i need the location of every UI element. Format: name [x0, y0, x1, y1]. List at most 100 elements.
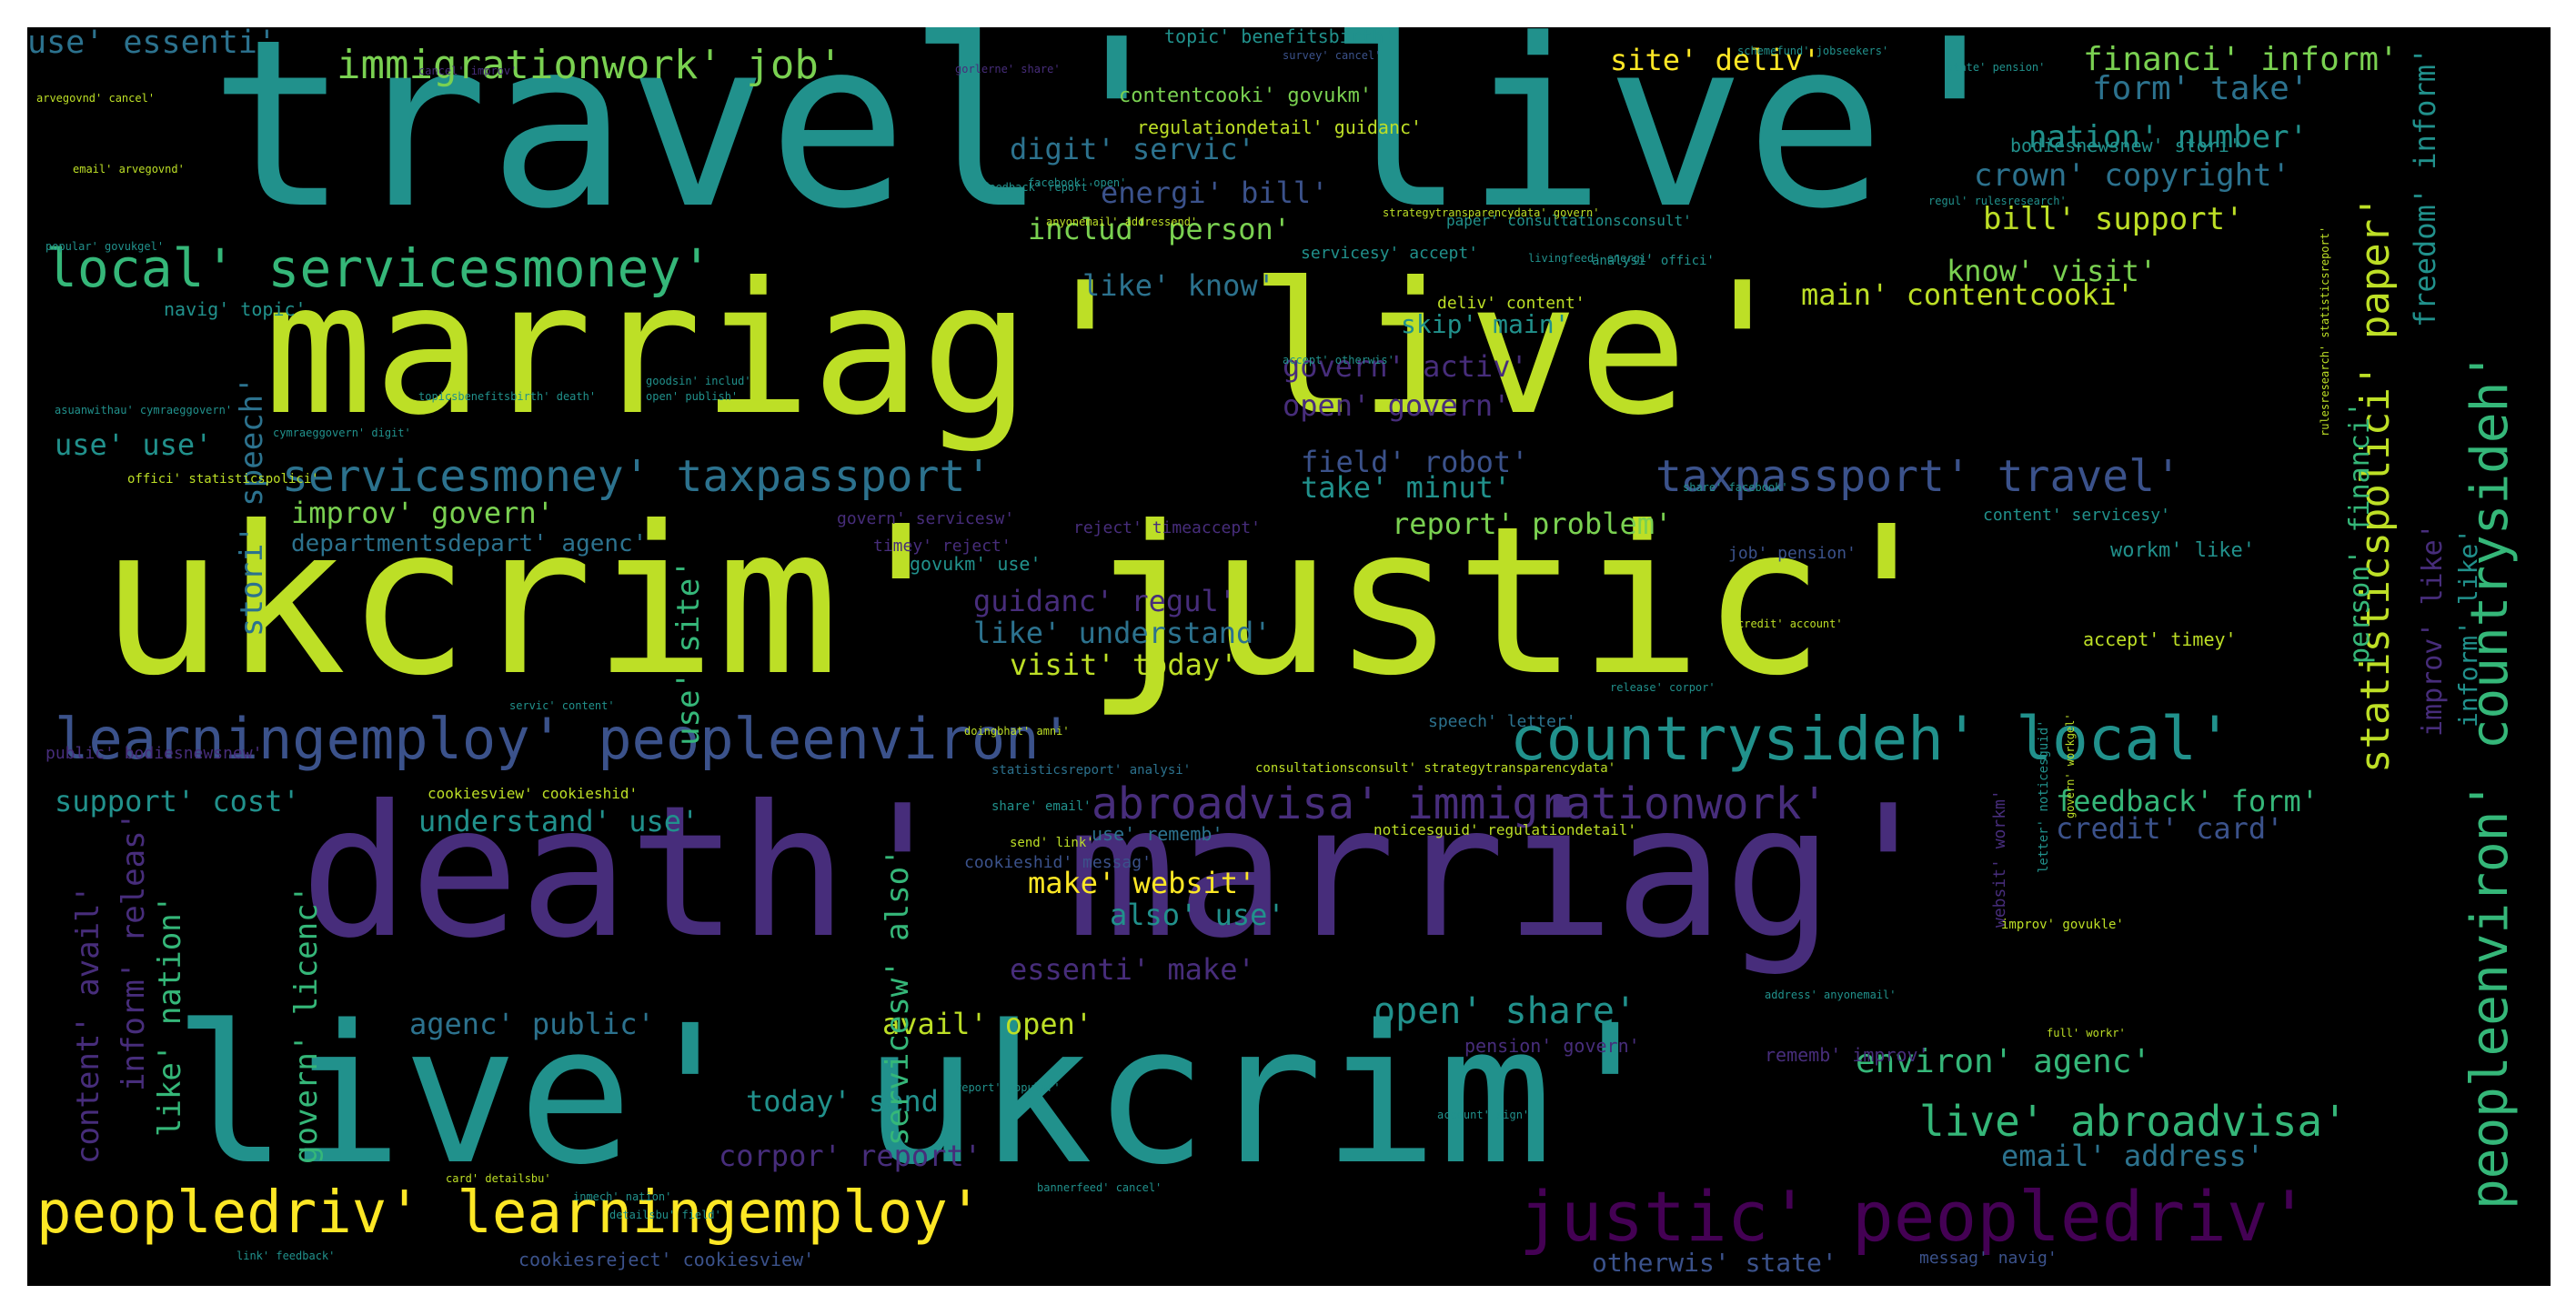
word-cloud-term: main' contentcooki' — [1801, 277, 2135, 312]
word-cloud-term: use' essenti' — [27, 27, 277, 61]
word-cloud-term: popular' govukgel' — [45, 240, 165, 253]
word-cloud-term: inmech' nation' — [573, 1190, 672, 1203]
word-cloud-term: taxpassport' travel' — [1655, 451, 2181, 502]
word-cloud-term: rulesresearch' statisticsreport' — [2319, 226, 2331, 437]
word-cloud-term: regulationdetail' guidanc' — [1137, 116, 1423, 138]
word-cloud-term: justic' peopledriv' — [1519, 1176, 2310, 1257]
word-cloud-term: field' robot' — [1301, 445, 1529, 479]
word-cloud-term: today' send' — [746, 1084, 957, 1119]
word-cloud-term: report' popular' — [955, 1081, 1061, 1094]
word-cloud-term: understand' use' — [418, 804, 699, 838]
word-cloud-term: like' nation' — [152, 894, 188, 1137]
word-cloud-term: cookiesreject' cookiesview' — [518, 1249, 815, 1270]
word-cloud-term: skip' main' — [1401, 309, 1570, 339]
word-cloud-term: abroadvisa' immigrationwork' — [1092, 778, 1828, 829]
word-cloud-term: site' deliv' — [1610, 43, 1821, 77]
word-cloud-term: form' take' — [2092, 70, 2309, 107]
word-cloud-term: arvegovnd' cancel' — [36, 92, 156, 105]
word-cloud-term: anyonemail' addressend' — [1046, 216, 1198, 228]
word-cloud-term: govern' activ' — [1283, 349, 1528, 384]
word-cloud-term: topicsbenefitsbirth' death' — [418, 390, 597, 403]
word-cloud-term: gorlerne' share' — [955, 63, 1061, 75]
word-cloud-term: know' visit' — [1947, 254, 2158, 288]
word-cloud-term: includ' person' — [1028, 212, 1291, 246]
word-cloud-term: make' websit' — [1028, 866, 1256, 900]
word-cloud-term: state' pension' — [1947, 61, 2046, 74]
word-cloud-term: survey' cancel' — [1283, 49, 1382, 62]
word-cloud-term: content' avail' — [70, 884, 106, 1164]
word-cloud-term: servicesy' accept' — [1301, 244, 1479, 263]
word-cloud-term: deliv' content' — [1437, 294, 1585, 313]
word-cloud-term: like' know' — [1082, 268, 1275, 303]
word-cloud-term: person' financi' — [2344, 401, 2376, 664]
word-cloud-term: navig' topic' — [164, 298, 307, 320]
word-cloud-term: cookieshid' messag' — [964, 853, 1152, 872]
word-cloud-term: live' ukcrim' — [173, 984, 1668, 1207]
word-cloud-term: job' pension' — [1728, 544, 1857, 563]
word-cloud-term: strategytransparencydata' govern' — [1383, 206, 1600, 219]
word-cloud-term: avail' open' — [882, 1007, 1093, 1041]
word-cloud-term: link' feedback' — [236, 1250, 336, 1262]
word-cloud-term: accept' timey' — [2083, 628, 2237, 650]
word-cloud-term: bill' support' — [1983, 201, 2244, 237]
word-cloud-term: improv' like' — [2417, 523, 2449, 737]
word-cloud-term: like' understand' — [973, 616, 1272, 650]
word-cloud: travel' live' marriag' live' ukcrim' justi… — [27, 27, 2551, 1286]
word-cloud-term: send' link' — [1010, 836, 1094, 850]
word-cloud-term: environ' agenc' — [1856, 1043, 2152, 1080]
word-cloud-term: address' anyonemail' — [1765, 989, 1897, 1001]
word-cloud-term: ukcrim' justic' — [100, 483, 1948, 721]
word-cloud-term: agenc' public' — [409, 1007, 655, 1041]
word-cloud-term: immigrationwork' job' — [337, 42, 843, 88]
word-cloud-term: otherwis' state' — [1592, 1248, 1837, 1278]
word-cloud-term: doingbhat' amni' — [964, 725, 1070, 738]
word-cloud-term: inform' releas' — [116, 811, 152, 1091]
word-cloud-term: support' cost' — [55, 784, 300, 818]
word-cloud-term: letter' noticesguid' — [2037, 719, 2051, 873]
word-cloud-term: detailsbu' field' — [609, 1209, 721, 1221]
word-cloud-term: digit' servic' — [1010, 132, 1255, 166]
word-cloud-term: noticesguid' regulationdetail' — [1374, 821, 1636, 838]
word-cloud-term: statisticsreport' analysi' — [991, 763, 1192, 778]
word-cloud-term: servic' content' — [509, 699, 615, 712]
word-cloud-term: corpor' report' — [719, 1139, 981, 1173]
word-cloud-term: use' site' — [670, 559, 707, 746]
word-cloud-term: feedback' report' — [982, 181, 1094, 194]
word-cloud-term: servicesw' also' — [880, 848, 916, 1146]
word-cloud-term: content' servicesy' — [1983, 506, 2170, 525]
word-cloud-term: death' marriag' — [300, 767, 1944, 979]
word-cloud-term: open' govern' — [1283, 388, 1511, 423]
word-cloud-term: regul' rulesresearch' — [1928, 195, 2067, 207]
word-cloud-term: cancel' improv' — [418, 65, 518, 77]
word-cloud-term: energi' bill' — [1101, 176, 1329, 210]
word-cloud-term: use' use' — [55, 427, 213, 462]
word-cloud-term: inform' like' — [2453, 527, 2483, 728]
word-cloud-term: cookiesview' cookieshid' — [428, 785, 639, 802]
word-cloud-term: peopleenviron' countrysideh' — [2460, 350, 2520, 1210]
word-cloud-term: share' email' — [991, 799, 1092, 814]
word-cloud-term: pension' govern' — [1464, 1035, 1640, 1057]
word-cloud-term: paper' consultationsconsult' — [1446, 212, 1692, 229]
word-cloud-term: bannerfeed' cancel' — [1037, 1181, 1162, 1194]
word-cloud-term: open' share' — [1374, 990, 1636, 1032]
word-cloud-term: open' publish' — [646, 390, 739, 403]
word-cloud-term: travel' live' — [209, 27, 2025, 260]
word-cloud-term: marriag' live' — [264, 244, 1797, 456]
word-cloud-term: servicesmoney' taxpassport' — [282, 451, 992, 502]
word-cloud-term: goodsin' includ' — [646, 375, 751, 387]
word-cloud-term: departmentsdepart' agenc' — [291, 530, 648, 557]
word-cloud-term: countrysideh' local' — [1510, 704, 2233, 774]
word-cloud-term: govern' workgel' — [2064, 713, 2077, 818]
word-cloud-term: facebook' open' — [1028, 176, 1127, 189]
word-cloud-term: messag' navig' — [1919, 1249, 2058, 1268]
word-cloud-term: accept' otherwis' — [1283, 354, 1394, 366]
word-cloud-term: essenti' make' — [1010, 952, 1255, 987]
word-cloud-term: email' arvegovnd' — [73, 163, 185, 176]
word-cloud-term: improv' govukle' — [2001, 918, 2124, 932]
word-cloud-term: govukm' use' — [910, 553, 1041, 575]
word-cloud-term: card' detailsbu' — [446, 1172, 551, 1185]
word-cloud-term: topic' benefitsbirth' — [1164, 27, 1394, 47]
word-cloud-term: also' use' — [1110, 898, 1285, 932]
word-cloud-term: cymraeggovern' digit' — [273, 427, 411, 439]
word-cloud-term: contentcooki' govukm' — [1119, 85, 1373, 107]
